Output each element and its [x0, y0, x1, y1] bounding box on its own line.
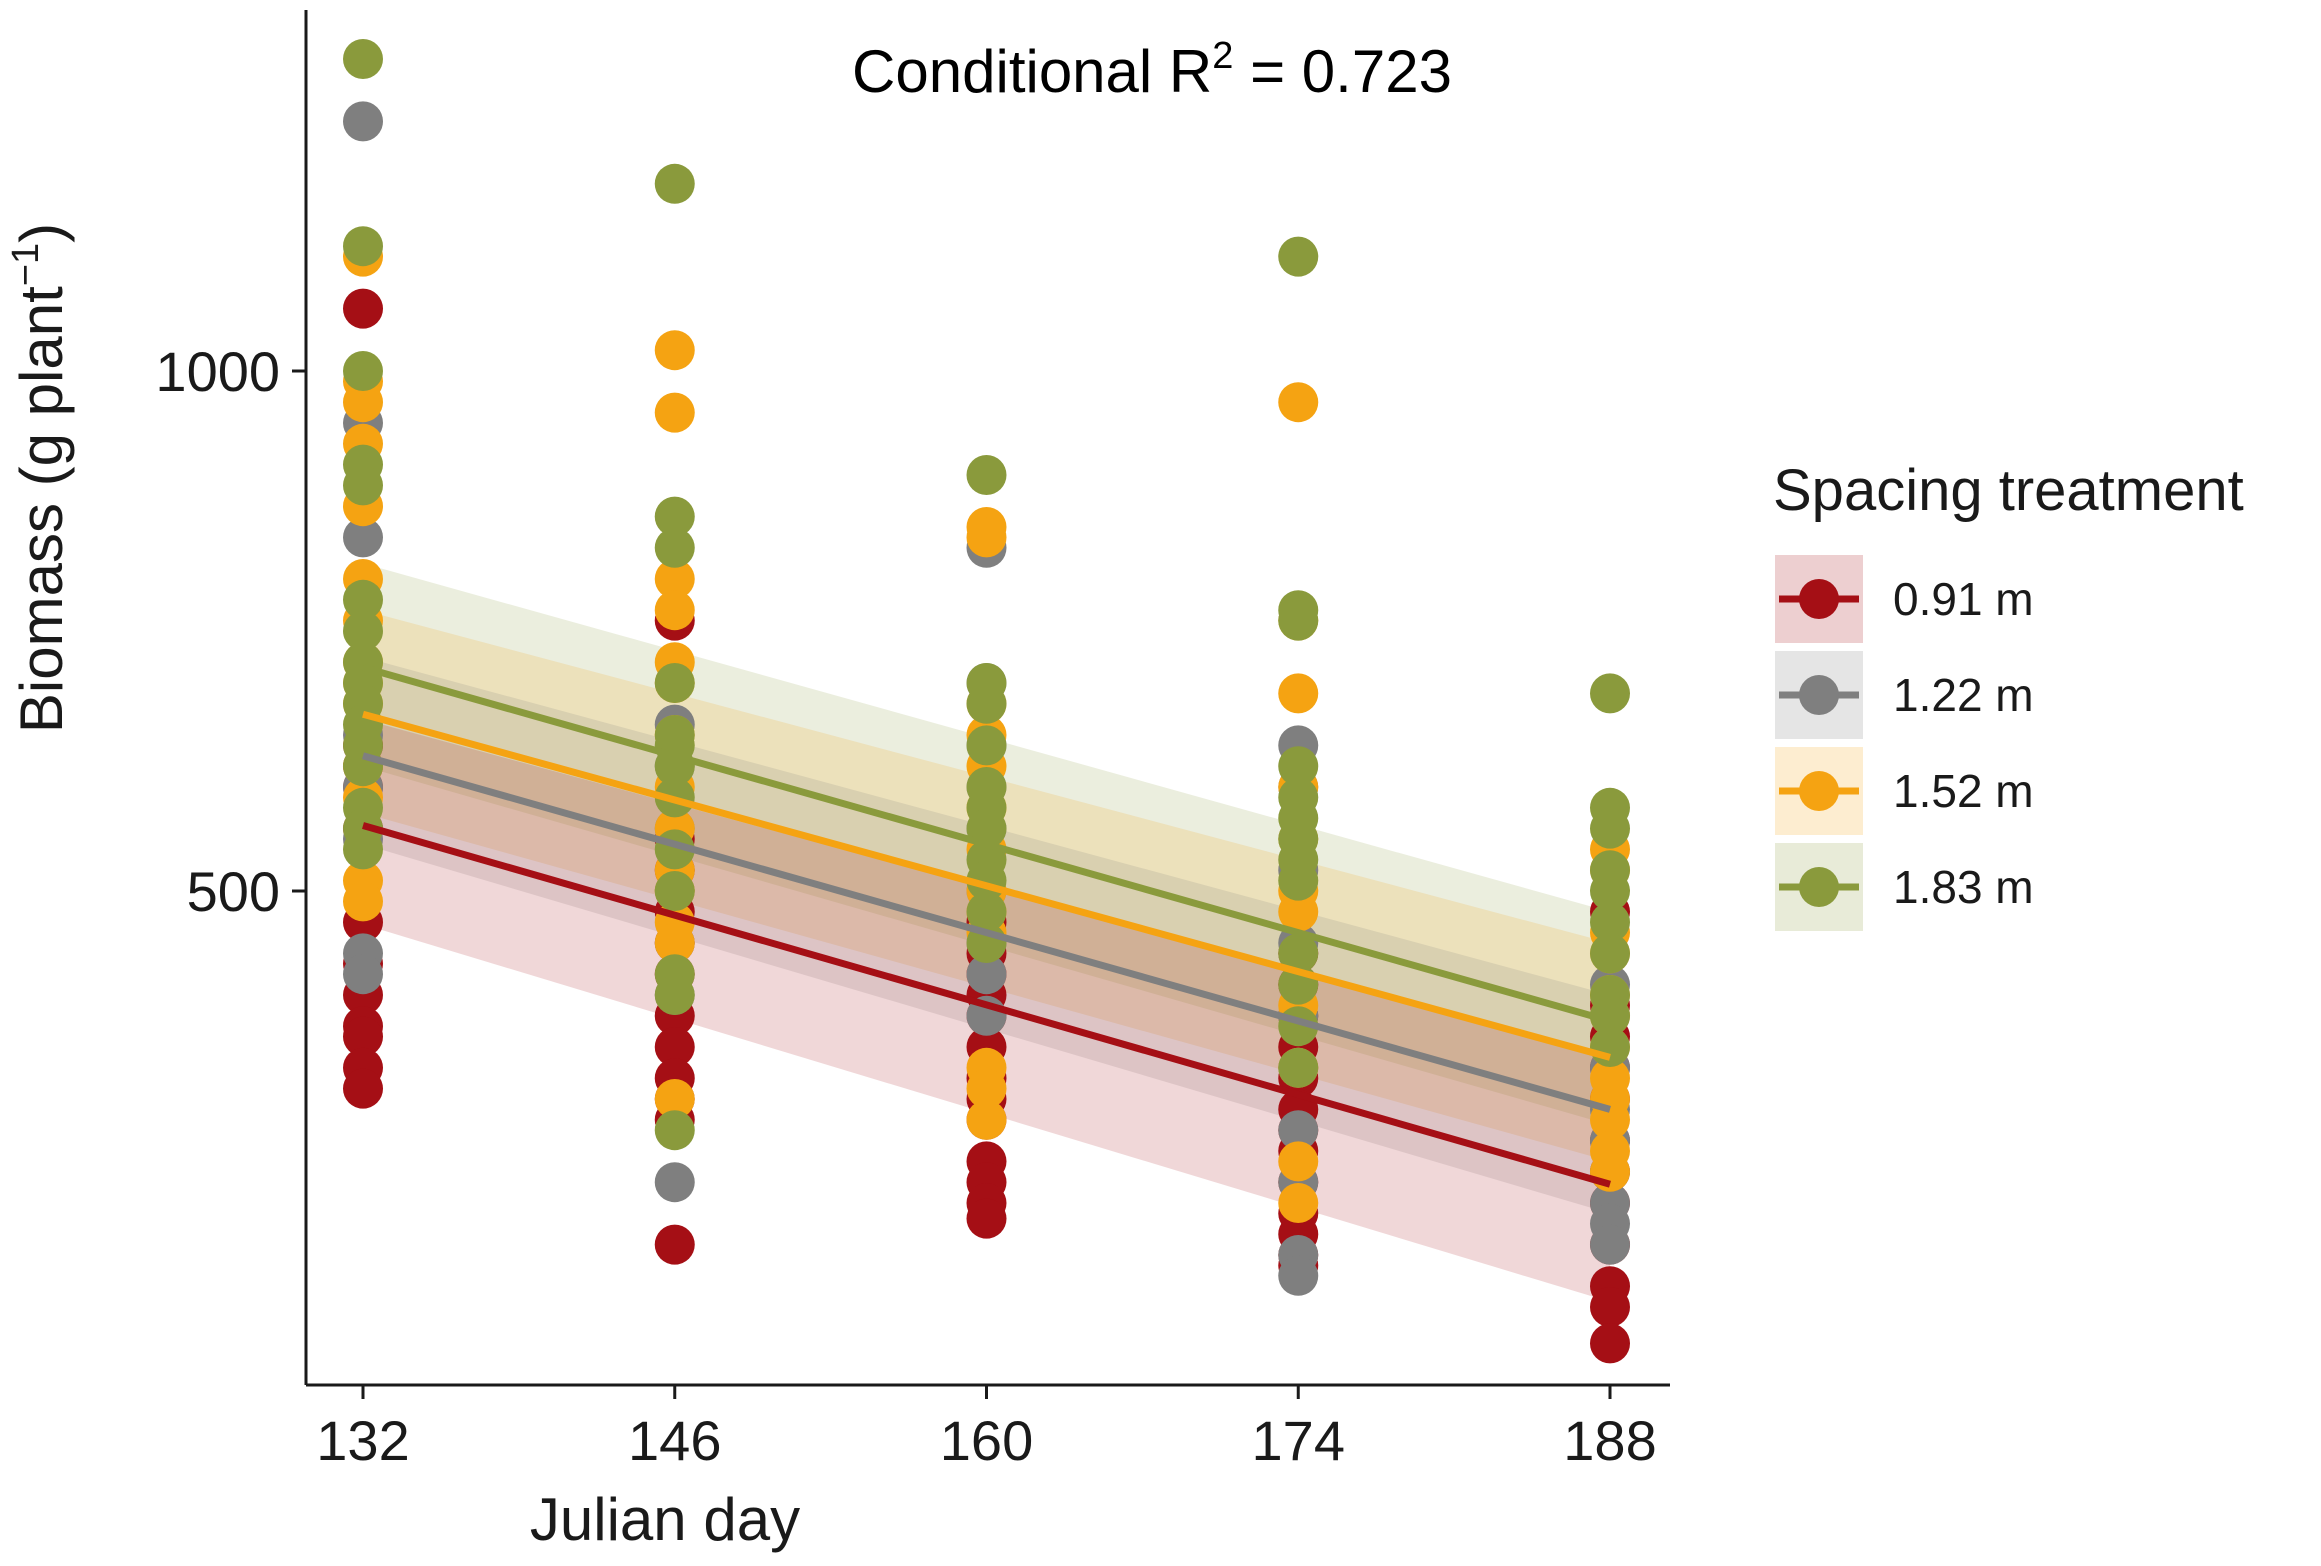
point-091m [343, 1068, 383, 1109]
point-152m [654, 559, 695, 599]
point-152m [654, 330, 695, 371]
y-tick-label: 500 [187, 860, 280, 923]
point-122m [654, 1162, 695, 1203]
point-183m [1590, 902, 1630, 943]
point-152m [1278, 673, 1319, 714]
point-091m [343, 288, 383, 329]
point-152m [1278, 1183, 1319, 1223]
point-183m [654, 163, 695, 204]
point-183m [654, 527, 695, 568]
point-152m [654, 1079, 695, 1119]
point-122m [343, 954, 383, 995]
y-axis-label: Biomass (g plant−1) [5, 223, 75, 733]
point-152m [654, 590, 695, 631]
fit-lines [362, 664, 1611, 1188]
point-152m [1278, 1141, 1319, 1182]
point-183m [654, 496, 695, 537]
point-183m [654, 871, 695, 911]
point-183m [1590, 871, 1630, 911]
point-122m [1278, 1110, 1319, 1151]
legend-key-dot-183m [1799, 867, 1839, 907]
point-183m [1590, 933, 1630, 974]
point-183m [1278, 933, 1319, 974]
point-152m [966, 1068, 1007, 1109]
point-183m [343, 829, 383, 870]
fit-line-183m [362, 664, 1611, 1025]
point-122m [1590, 1224, 1630, 1265]
point-183m [966, 725, 1007, 766]
point-091m [1590, 1323, 1630, 1364]
point-183m [966, 683, 1007, 724]
point-122m [966, 954, 1007, 995]
x-tick-label: 174 [1252, 1409, 1345, 1472]
point-152m [654, 392, 695, 433]
y-tick-label: 1000 [155, 340, 280, 403]
legend-key-dot-122m [1799, 675, 1839, 715]
point-183m [343, 746, 383, 787]
point-091m [654, 1027, 695, 1067]
point-091m [966, 1198, 1007, 1239]
legend-label-152m: 1.52 m [1893, 765, 2034, 817]
fit-line-122m [362, 752, 1611, 1113]
legend-label-122m: 1.22 m [1893, 669, 2034, 721]
legend-key-dot-152m [1799, 771, 1839, 811]
point-152m [1590, 1151, 1630, 1192]
point-091m [1590, 1287, 1630, 1327]
point-183m [1590, 1027, 1630, 1067]
point-183m [966, 455, 1007, 495]
legend-title: Spacing treatment [1773, 458, 2244, 523]
point-122m [343, 101, 383, 142]
r-squared-annotation: Conditional R2 = 0.723 [852, 35, 1452, 105]
point-091m [654, 1224, 695, 1265]
legend-label-091m: 0.91 m [1893, 573, 2034, 625]
legend: 0.91 m 1.22 m 1.52 m 1.83 m [1775, 555, 2034, 931]
point-183m [1278, 600, 1319, 641]
x-tick-label: 188 [1563, 1409, 1656, 1472]
fit-line-091m [362, 822, 1611, 1188]
x-tick-label: 160 [940, 1409, 1033, 1472]
point-183m [1278, 746, 1319, 787]
x-tick-label: 146 [628, 1409, 721, 1472]
point-183m [1278, 236, 1319, 277]
point-183m [343, 465, 383, 506]
point-183m [1278, 860, 1319, 901]
axes: 132 146 160 174 188 500 1000 [155, 10, 1670, 1472]
point-183m [654, 663, 695, 703]
point-183m [343, 579, 383, 620]
legend-key-dot-091m [1799, 579, 1839, 619]
point-122m [343, 517, 383, 558]
point-152m [343, 881, 383, 922]
point-183m [654, 1110, 695, 1151]
point-183m [1278, 1047, 1319, 1088]
legend-label-183m: 1.83 m [1893, 861, 2034, 913]
point-183m [343, 39, 383, 79]
point-183m [1590, 673, 1630, 714]
fit-line-152m [362, 710, 1611, 1061]
point-152m [966, 1099, 1007, 1140]
point-183m [654, 975, 695, 1015]
point-122m [1278, 1255, 1319, 1296]
point-152m [1278, 891, 1319, 932]
point-152m [966, 517, 1007, 558]
x-tick-label: 132 [316, 1409, 409, 1472]
point-183m [343, 351, 383, 391]
point-152m [1278, 382, 1319, 423]
point-183m [343, 611, 383, 651]
point-183m [1590, 808, 1630, 849]
point-183m [1590, 995, 1630, 1036]
point-183m [966, 891, 1007, 932]
point-183m [343, 226, 383, 267]
point-091m [343, 1016, 383, 1057]
point-152m [343, 382, 383, 423]
x-axis-label: Julian day [530, 1486, 800, 1553]
point-152m [654, 923, 695, 963]
